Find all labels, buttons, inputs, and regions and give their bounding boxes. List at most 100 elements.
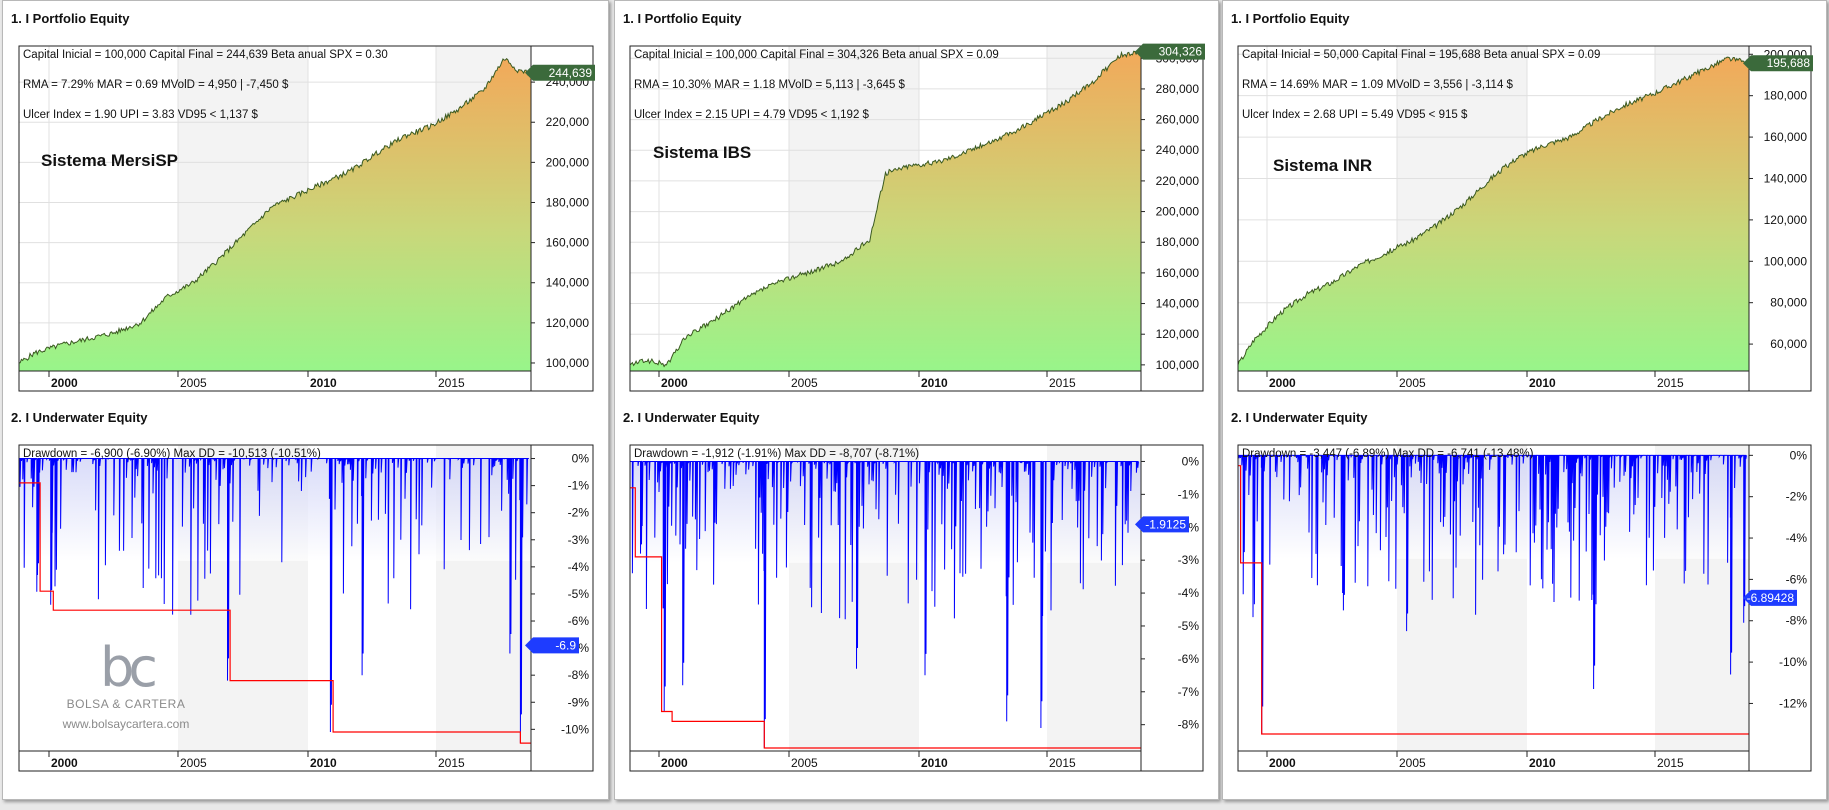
x-tick-label: 2000 [51,756,78,770]
y-tick-label: 160,000 [1764,130,1808,144]
y-tick-label: -10% [1779,655,1807,669]
underwater-line [19,457,529,743]
equity-value-tag [1743,55,1813,72]
chart-frame [629,444,1204,772]
chart-frame [18,444,594,772]
underwater-line [1238,454,1747,735]
x-tick-label: 2010 [310,376,337,390]
y-tick-label: 260,000 [1156,113,1200,127]
underwater-line [630,460,1139,748]
y-tick-label: -6% [1786,572,1808,586]
y-tick-label: 240,000 [1156,143,1200,157]
stats-line: RMA = 10.30% MAR = 1.18 MVolD = 5,113 | … [634,79,906,91]
equity-value-tag-text: 195,688 [1767,56,1811,70]
equity-section-title: 1. I Portfolio Equity [1231,11,1350,26]
equity-chart: 60,000 80,000 100,000 120,000 140,000 160,000… [1237,45,1813,392]
chart-frame [1237,45,1812,392]
drawdown-value-tag-text: -6.89428 [1747,591,1795,605]
drawdown-stats: Drawdown = -3,447 (-6.89%) Max DD = -6,7… [1242,448,1534,460]
drawdown-value-tag-text: -6.9 [555,638,576,652]
y-tick-label: 180,000 [1156,235,1200,249]
system-label: Sistema MersiSP [41,151,178,170]
y-tick-label: 0% [572,452,590,466]
y-tick-label: -7% [1178,685,1200,699]
y-tick-label: 220,000 [546,115,590,129]
y-tick-label: -9% [568,695,590,709]
y-tick-label: 100,000 [546,356,590,370]
chart-frame [18,45,594,392]
x-tick-label: 2005 [180,756,207,770]
panel-charts: 60,000 80,000 100,000 120,000 140,000 160,000… [1237,45,1813,772]
equity-value-tag [1135,43,1205,60]
drawdown-value-tag [1743,589,1797,606]
chart-frame [629,45,1204,392]
panel-mersisp: 1. I Portfolio Equity 2. I Underwater Eq… [2,0,609,800]
y-tick-label: 140,000 [546,276,590,290]
y-tick-label: -8% [1178,718,1200,732]
y-tick-label: 120,000 [1764,213,1808,227]
x-tick-label: 2010 [310,756,337,770]
watermark-name: BOLSA & CARTERA [66,697,186,711]
underwater-section-title: 2. I Underwater Equity [1231,410,1368,425]
x-tick-label: 2005 [1399,376,1426,390]
y-tick-label: -4% [1786,531,1808,545]
equity-chart: 100,000 120,000 140,000 160,000 180,000 200,0… [629,43,1205,392]
y-tick-label: 180,000 [546,195,590,209]
y-tick-label: -6% [1178,652,1200,666]
y-tick-label: 220,000 [1156,174,1200,188]
max-dd-line [19,482,531,744]
x-tick-label: 2015 [1657,756,1684,770]
y-tick-label: 120,000 [1156,327,1200,341]
stats-line: Ulcer Index = 2.68 UPI = 5.49 VD95 < 915… [1242,109,1468,121]
panel-charts: 100,000 120,000 140,000 160,000 180,000 200,0… [629,43,1205,772]
equity-line [629,50,1142,368]
underwater-section-title: 2. I Underwater Equity [11,410,148,425]
y-tick-label: 100,000 [1764,254,1808,268]
underwater-fill [630,461,1141,563]
y-tick-label: -12% [1779,696,1807,710]
y-tick-label: -1% [1178,487,1200,501]
panel-charts: 100,000 120,000 140,000 160,000 180,000 200,0… [18,45,595,772]
y-tick-label: 80,000 [1770,296,1807,310]
y-tick-label: 160,000 [546,236,590,250]
y-tick-label: -5% [568,587,590,601]
y-tick-label: 100,000 [1156,358,1200,372]
stats-line: Ulcer Index = 1.90 UPI = 3.83 VD95 < 1,1… [23,109,259,121]
stats-line: RMA = 14.69% MAR = 1.09 MVolD = 3,556 | … [1242,79,1514,91]
x-tick-label: 2000 [661,756,688,770]
stats-line: Ulcer Index = 2.15 UPI = 4.79 VD95 < 1,1… [634,109,870,121]
stats-line: RMA = 7.29% MAR = 0.69 MVolD = 4,950 | -… [23,79,289,91]
underwater-chart: 0%-1%-2%-3%-4%-5%-6%-7%-8%-9%-10%2000200… [18,444,594,772]
equity-value-tag-text: 304,326 [1159,45,1203,59]
y-tick-label: -1% [568,479,590,493]
equity-value-tag-text: 244,639 [549,66,593,80]
equity-section-title: 1. I Portfolio Equity [11,11,130,26]
x-tick-label: 2015 [438,376,465,390]
x-tick-label: 2005 [791,376,818,390]
equity-chart: 100,000 120,000 140,000 160,000 180,000 200,0… [18,45,595,392]
x-tick-label: 2000 [1269,376,1296,390]
underwater-section-title: 2. I Underwater Equity [623,410,760,425]
equity-section-title: 1. I Portfolio Equity [623,11,742,26]
y-tick-label: -8% [1786,614,1808,628]
y-tick-label: -3% [568,533,590,547]
x-tick-label: 2010 [1529,376,1556,390]
equity-line [1237,56,1750,365]
y-tick-label: 280,000 [1156,82,1200,96]
watermark-url: www.bolsaycartera.com [62,717,190,731]
drawdown-value-tag [1135,516,1189,533]
y-tick-label: -2% [1786,490,1808,504]
drawdown-value-tag [525,637,579,654]
x-tick-label: 2005 [180,376,207,390]
y-tick-label: -3% [1178,553,1200,567]
chart-frame [1237,444,1812,772]
watermark: bc BOLSA & CARTERA www.bolsaycartera.com [41,641,211,741]
watermark-logo: bc [100,636,158,699]
equity-area [630,51,1141,371]
y-tick-label: 120,000 [546,316,590,330]
x-tick-label: 2015 [1049,756,1076,770]
drawdown-stats: Drawdown = -1,912 (-1.91%) Max DD = -8,7… [634,448,919,460]
stats-line: Capital Inicial = 50,000 Capital Final =… [1242,49,1600,61]
underwater-fill [19,458,531,561]
x-tick-label: 2000 [661,376,688,390]
